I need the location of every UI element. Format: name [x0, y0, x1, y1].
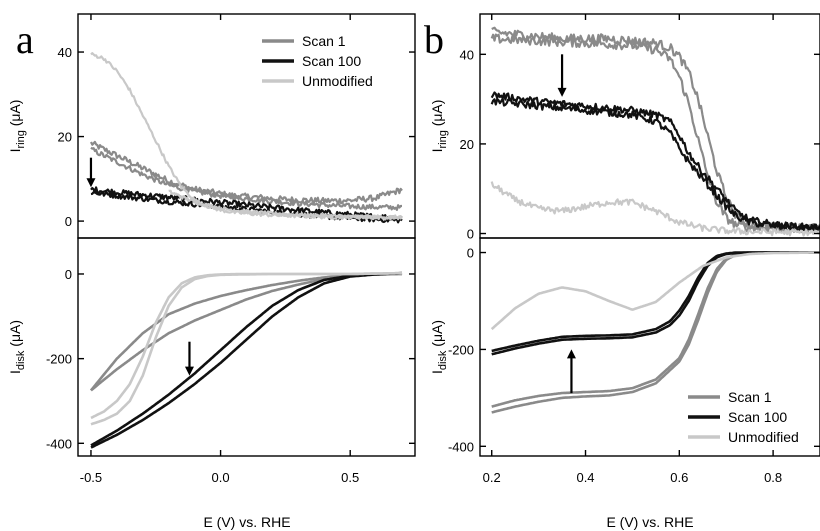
legend-a-label-unmodified: Unmodified	[302, 73, 373, 89]
legend-b: Scan 1 Scan 100 Unmodified	[688, 389, 799, 445]
y-tick-label-a-bottom: -400	[46, 436, 72, 451]
legend-a-label-scan100: Scan 100	[302, 53, 361, 69]
x-tick-label-a-bottom: 0.0	[212, 470, 230, 485]
panel-a-disk: -400 -200 0 -0.5 0.0 0.5 Idisk (μA)	[7, 237, 416, 485]
y-tick-label-a-top: 20	[58, 130, 72, 145]
arrow-head-b-top	[557, 87, 567, 97]
legend-b-label-scan100: Scan 100	[728, 409, 787, 425]
x-tick-label-b-bottom: 0.8	[764, 470, 782, 485]
series-b-top-scan-1-1	[490, 33, 820, 235]
arrow-head-b-bottom	[566, 349, 576, 359]
x-tick-label-b-bottom: 0.6	[670, 470, 688, 485]
arrow-head-a-top	[86, 178, 96, 188]
y-axis-label-a-bottom: Idisk (μA)	[7, 320, 27, 374]
y-tick-label-a-bottom: 0	[65, 267, 72, 282]
series-a-top-scan-100-2	[90, 186, 403, 222]
series-a-bottom-unmodified-4	[90, 271, 403, 426]
legend-a-label-scan1: Scan 1	[302, 33, 346, 49]
series-a-top-scan-1-1	[90, 146, 402, 211]
x-tick-label-b-bottom: 0.4	[576, 470, 594, 485]
y-tick-label-b-top: 40	[460, 47, 474, 62]
y-tick-label-a-top: 0	[65, 214, 72, 229]
y-tick-label-a-top: 40	[58, 45, 72, 60]
y-tick-label-b-bottom: -200	[448, 342, 474, 357]
x-tick-label-b-bottom: 0.2	[483, 470, 501, 485]
series-a-top-unmodified-5	[168, 189, 403, 220]
legend-b-label-unmodified: Unmodified	[728, 429, 799, 445]
y-tick-label-a-bottom: -200	[46, 352, 72, 367]
y-tick-label-b-top: 20	[460, 137, 474, 152]
series-a-bottom-unmodified-5	[90, 271, 403, 420]
y-axis-label-b-top: Iring (μA)	[429, 100, 449, 153]
panel-letter-a: a	[16, 17, 34, 62]
plot-frame-b-bottom	[479, 237, 820, 457]
y-tick-label-b-top: 0	[467, 227, 474, 242]
legend-b-label-scan1: Scan 1	[728, 389, 772, 405]
y-axis-label-b-bottom: Idisk (μA)	[429, 320, 449, 374]
x-axis-label-a: E (V) vs. RHE	[203, 514, 290, 530]
series-b-bottom-unmodified-4	[490, 251, 820, 331]
panel-b-disk: -400 -200 0 0.2 0.4 0.6 0.8 Idisk (μA)	[429, 237, 820, 485]
series-a-bottom-scan-1-0	[90, 272, 403, 392]
panel-letter-b: b	[424, 17, 444, 62]
y-tick-label-b-bottom: -400	[448, 439, 474, 454]
y-tick-label-b-bottom: 0	[467, 246, 474, 261]
series-a-bottom-scan-100-3	[90, 271, 403, 447]
plot-frame-a-bottom	[77, 237, 416, 457]
series-b-top-scan-1-0	[491, 26, 820, 234]
legend-a: Scan 1 Scan 100 Unmodified	[262, 33, 373, 89]
panel-a-ring: 0 20 40 Iring (μA)	[7, 13, 416, 239]
arrow-head-a-bottom	[184, 366, 194, 376]
series-b-top-unmodified-4	[490, 181, 820, 237]
series-a-bottom-scan-1-1	[89, 272, 403, 392]
series-a-top-scan-1-0	[90, 140, 403, 205]
panel-b-ring: 0 20 40 Iring (μA)	[429, 13, 820, 242]
series-b-top-scan-100-3	[490, 97, 820, 232]
y-axis-label-a-top: Iring (μA)	[7, 100, 27, 153]
x-tick-label-a-bottom: -0.5	[80, 470, 102, 485]
x-tick-label-a-bottom: 0.5	[341, 470, 359, 485]
x-axis-label-b: E (V) vs. RHE	[606, 514, 693, 530]
